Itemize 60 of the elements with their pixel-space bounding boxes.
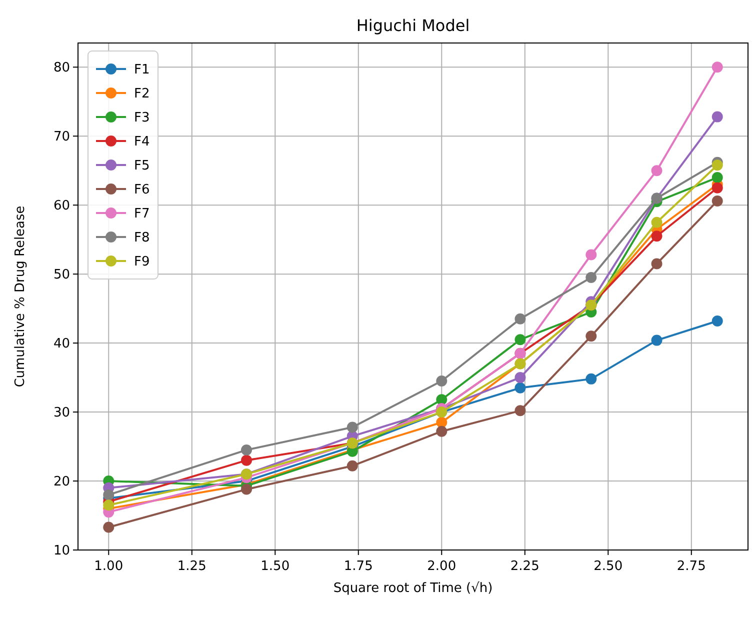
- x-axis-title: Square root of Time (√h): [333, 581, 493, 596]
- point: [436, 426, 448, 437]
- point: [712, 160, 723, 171]
- point: [586, 373, 597, 384]
- x-tick-label: 1.00: [94, 559, 124, 574]
- legend-label: F4: [134, 134, 150, 150]
- legend-label: F5: [134, 158, 150, 174]
- legend-label: F6: [134, 182, 150, 198]
- point: [651, 165, 662, 176]
- point: [586, 330, 597, 342]
- x-tick-label: 1.75: [344, 559, 373, 574]
- x-tick-label: 2.50: [594, 559, 623, 574]
- point: [103, 500, 114, 511]
- point: [514, 405, 526, 416]
- y-tick-label: 50: [53, 268, 70, 283]
- legend-label: F8: [134, 230, 150, 246]
- legend-label: F9: [134, 254, 150, 270]
- point: [241, 484, 252, 495]
- point: [651, 258, 662, 270]
- y-tick-label: 20: [53, 474, 70, 490]
- point: [712, 111, 723, 122]
- chart-title: Higuchi Model: [356, 16, 470, 35]
- point: [514, 372, 526, 384]
- point: [514, 313, 526, 324]
- point: [712, 182, 723, 194]
- y-tick-label: 40: [53, 336, 70, 352]
- point: [712, 195, 723, 206]
- x-tick-label: 1.50: [260, 559, 290, 574]
- point: [346, 422, 358, 433]
- y-tick-label: 30: [53, 406, 70, 421]
- y-tick-label: 60: [53, 198, 70, 214]
- point: [103, 489, 114, 500]
- point: [346, 460, 358, 472]
- point: [436, 376, 448, 386]
- legend-label: F1: [134, 62, 150, 78]
- point: [514, 334, 526, 346]
- point: [241, 444, 252, 456]
- point: [712, 172, 723, 184]
- x-tick-label: 1.25: [177, 559, 206, 574]
- legend-label: F2: [134, 86, 150, 102]
- x-tick-label: 2.75: [676, 559, 706, 574]
- y-tick-label: 10: [53, 544, 70, 559]
- y-tick-label: 80: [53, 60, 70, 76]
- point: [514, 382, 526, 394]
- point: [712, 62, 723, 73]
- legend-label: F3: [134, 110, 150, 126]
- point: [436, 394, 448, 406]
- y-axis-title: Cumulative % Drug Release: [13, 206, 28, 388]
- y-tick-label: 70: [53, 130, 70, 145]
- point: [103, 522, 114, 533]
- point: [712, 315, 723, 326]
- point: [651, 230, 662, 242]
- point: [586, 272, 597, 284]
- point: [586, 249, 597, 260]
- legend-label: F7: [134, 206, 150, 222]
- point: [241, 454, 252, 466]
- point: [651, 334, 662, 346]
- point: [651, 216, 662, 228]
- x-tick-label: 2.25: [510, 559, 540, 574]
- x-tick-label: 2.00: [427, 559, 456, 574]
